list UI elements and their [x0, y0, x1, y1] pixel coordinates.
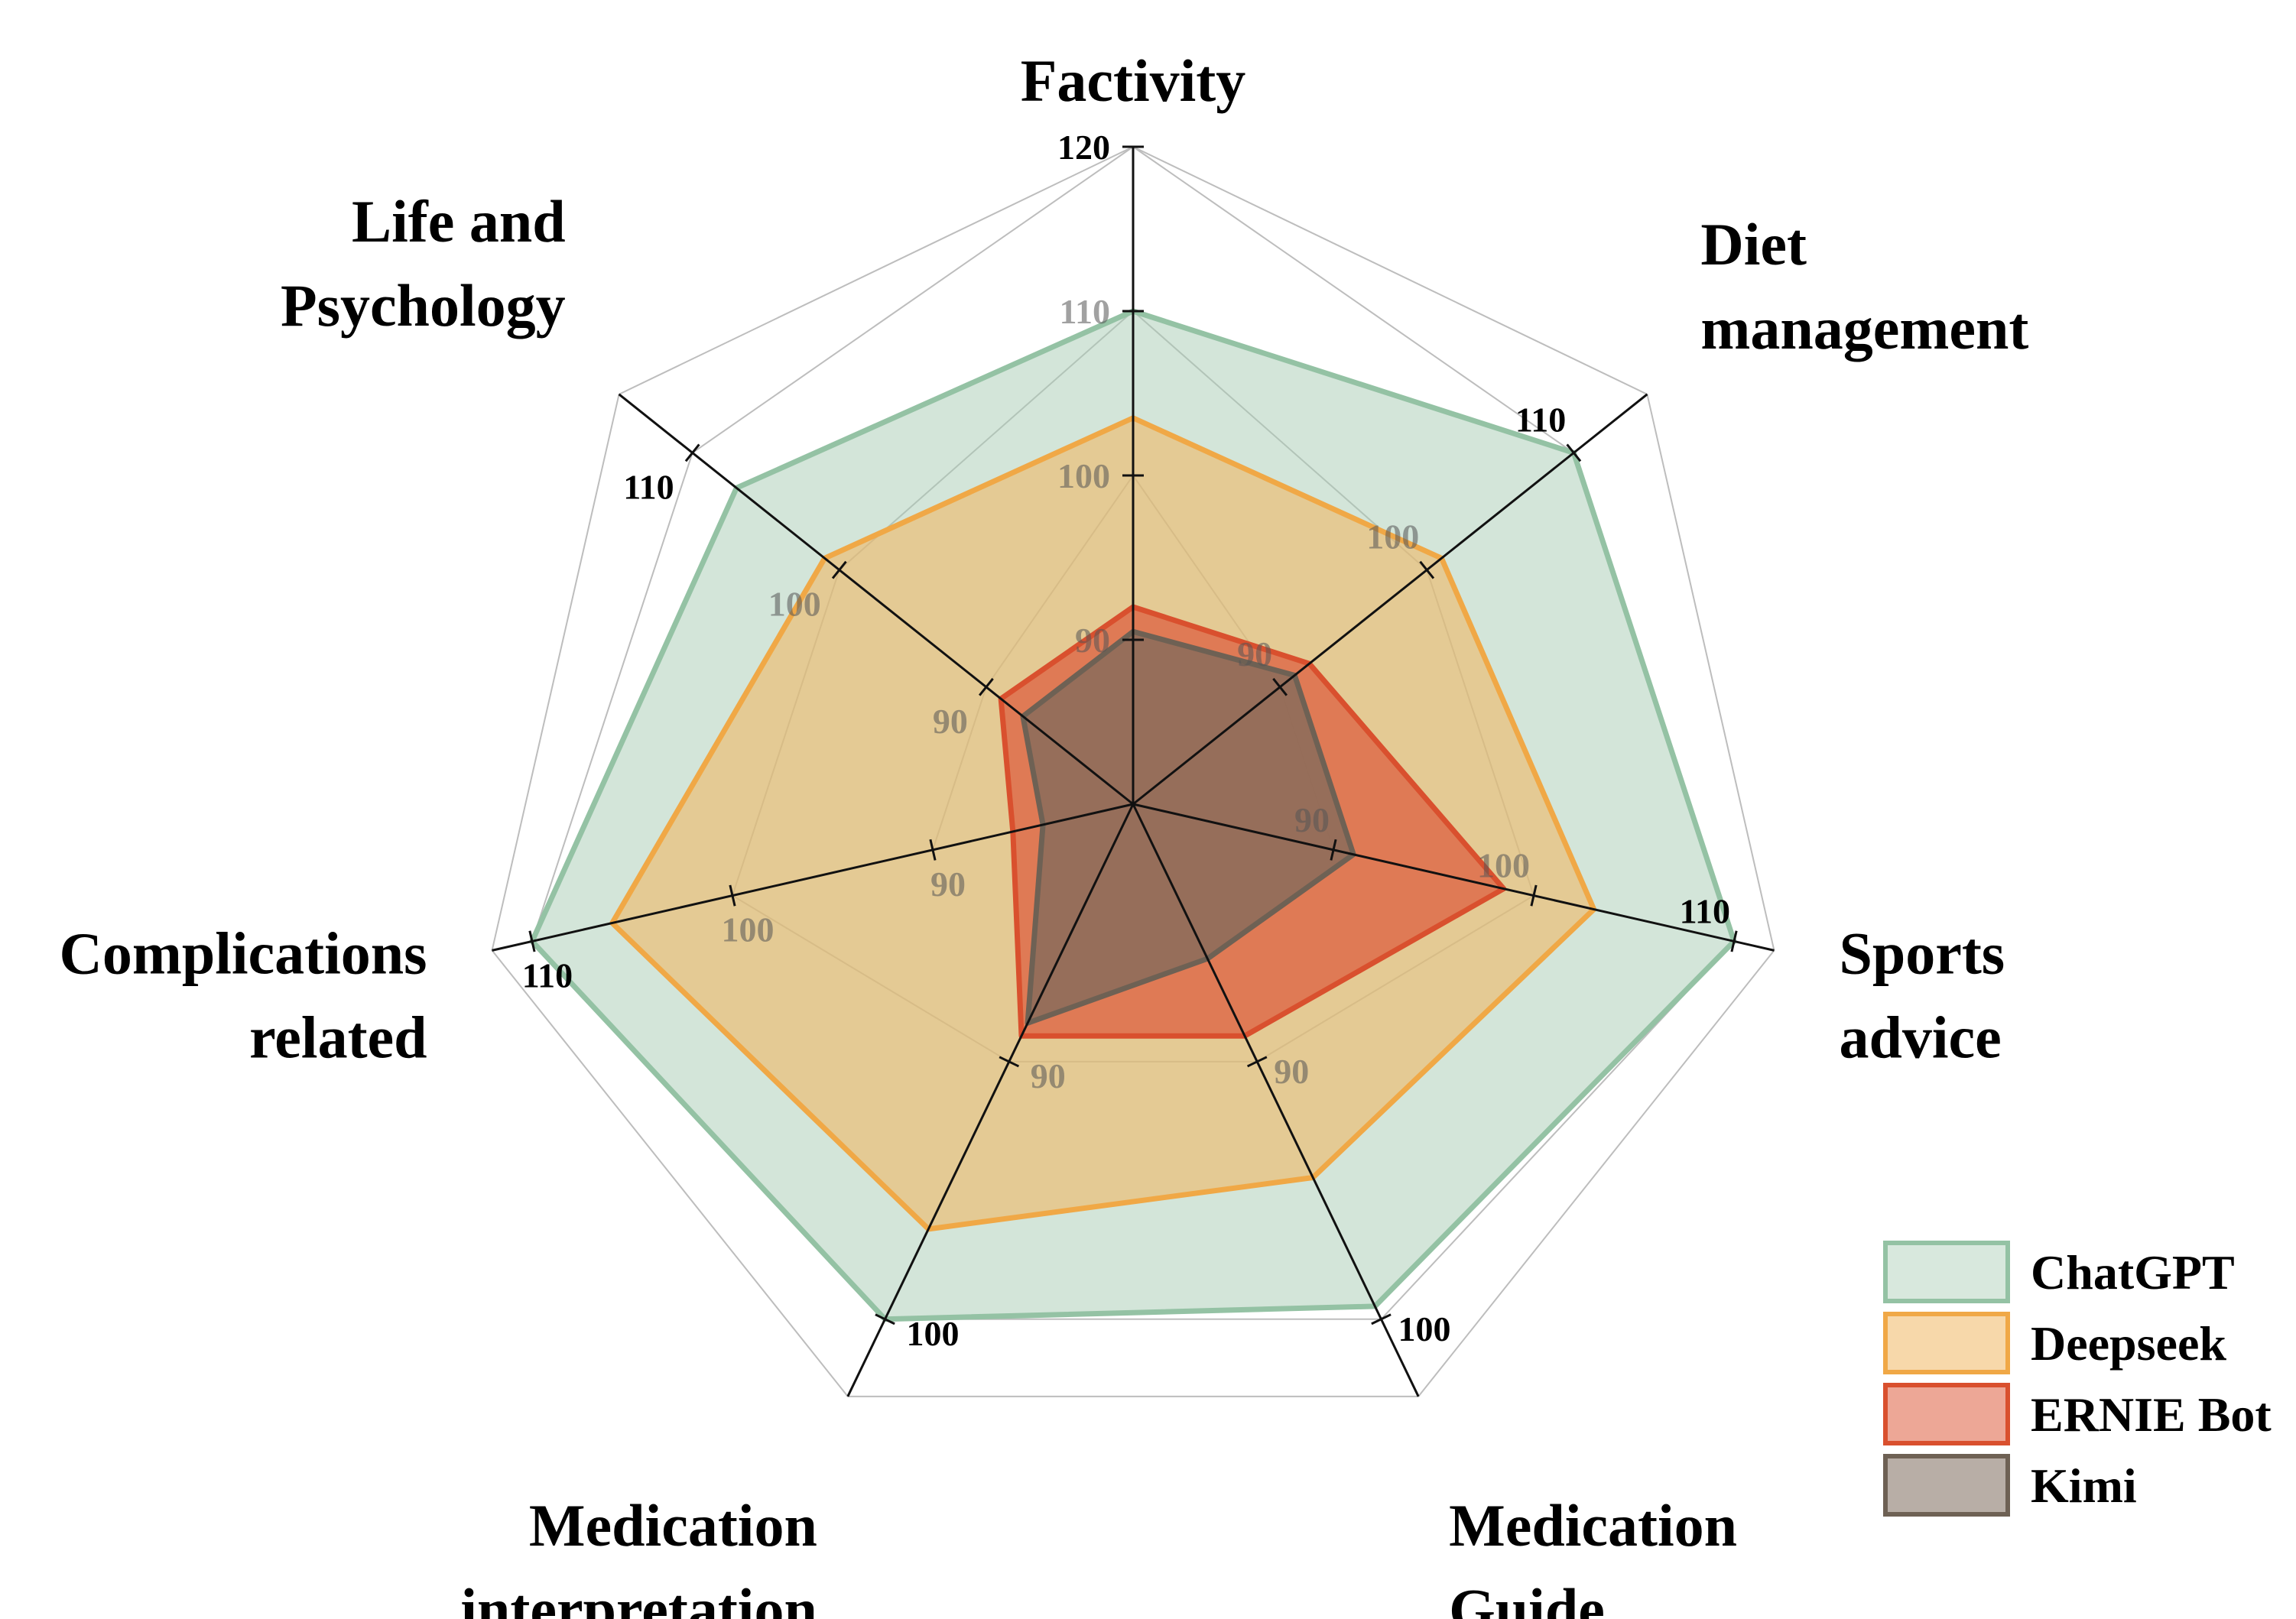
tick-label: 100	[721, 910, 774, 949]
axis-line	[492, 803, 1134, 952]
tick-mark	[1330, 839, 1337, 861]
legend-swatch	[1883, 1383, 2010, 1445]
tick-label: 120	[1057, 128, 1110, 167]
tick-mark	[929, 839, 937, 861]
axis-title: Factivity	[1021, 47, 1246, 114]
tick-label: 90	[1075, 621, 1110, 660]
tick-mark	[831, 560, 847, 579]
tick-mark	[684, 443, 700, 462]
axis-title-line: interpretation	[460, 1576, 817, 1619]
tick-label: 110	[1680, 891, 1730, 930]
tick-mark	[1566, 443, 1582, 462]
axis-title-layer: Factivity Diet management Sports advice Medic…	[60, 47, 2029, 1619]
tick-mark	[1246, 1056, 1268, 1068]
axis-title-line: advice	[1839, 1004, 2001, 1070]
axis-line	[1132, 393, 1648, 806]
tick-mark	[1419, 560, 1435, 579]
axis-title: Medication Guide	[1449, 1492, 1737, 1619]
tick-mark	[1530, 884, 1538, 907]
axis-title-line: Life and	[352, 188, 566, 255]
tick-mark	[999, 1056, 1020, 1068]
grid-ring-outer	[491, 145, 1775, 1397]
legend-label: ChatGPT	[2031, 1245, 2235, 1299]
tick-mark	[875, 1313, 895, 1325]
legend-label: Deepseek	[2031, 1316, 2226, 1371]
axis-title-line: Sports	[1839, 920, 2005, 986]
axis-title-line: Psychology	[281, 272, 566, 339]
axis-title-line: Medication	[1449, 1492, 1737, 1559]
tick-label: 110	[1060, 292, 1110, 331]
axis-title-line: Diet	[1700, 211, 1807, 277]
legend-label: ERNIE Bot	[2031, 1387, 2272, 1442]
axis-title-line: Complications	[60, 920, 427, 986]
axis-line	[618, 393, 1134, 806]
axis-title-line: Guide	[1449, 1576, 1605, 1619]
tick-label: 100	[1366, 517, 1419, 556]
tick-mark	[1371, 1313, 1392, 1325]
tick-mark	[1272, 677, 1288, 696]
axis-title: Diet management	[1700, 211, 2028, 362]
series-area-kimi	[1020, 628, 1356, 1026]
axis-title: Medication interpretation	[460, 1492, 817, 1619]
axis-line	[846, 803, 1135, 1397]
tick-label: 90	[1031, 1056, 1066, 1095]
axis-line	[1132, 803, 1420, 1397]
tick-label: 110	[623, 467, 674, 506]
legend-swatch	[1883, 1454, 2010, 1517]
tick-label: 100	[768, 585, 821, 624]
axis-title-line: Factivity	[1021, 47, 1246, 114]
tick-label: 90	[1294, 800, 1330, 839]
axis-title-line: management	[1700, 295, 2028, 362]
tick-label: 110	[1515, 400, 1566, 439]
tick-mark	[978, 677, 994, 696]
tick-layer: 90 100 110 120 90 100 110 90 100 110 90 100 90 100 90 1…	[522, 128, 1738, 1353]
tick-label: 90	[1237, 634, 1272, 673]
legend-swatch	[1883, 1312, 2010, 1374]
axis-layer	[492, 147, 1775, 1397]
tick-mark	[1730, 930, 1738, 952]
tick-label: 90	[930, 865, 966, 904]
axis-title: Life and Psychology	[281, 188, 566, 339]
tick-label: 100	[907, 1314, 960, 1353]
legend-label: Kimi	[2031, 1458, 2137, 1513]
tick-label: 110	[522, 956, 573, 994]
tick-label: 100	[1057, 456, 1110, 495]
legend-swatch	[1883, 1241, 2010, 1303]
axis-title: Sports advice	[1839, 920, 2005, 1070]
axis-title-line: Medication	[529, 1492, 817, 1559]
axis-title-line: related	[249, 1004, 427, 1070]
axis-line	[1132, 803, 1775, 952]
tick-label: 90	[1274, 1052, 1309, 1091]
tick-mark	[729, 884, 736, 907]
tick-label: 100	[1398, 1309, 1450, 1348]
tick-mark	[528, 930, 536, 952]
legend: ChatGPT Deepseek ERNIE Bot Kimi	[1883, 1241, 2272, 1517]
axis-title: Complications related	[60, 920, 427, 1070]
tick-label: 100	[1477, 846, 1530, 885]
tick-label: 90	[933, 702, 968, 741]
